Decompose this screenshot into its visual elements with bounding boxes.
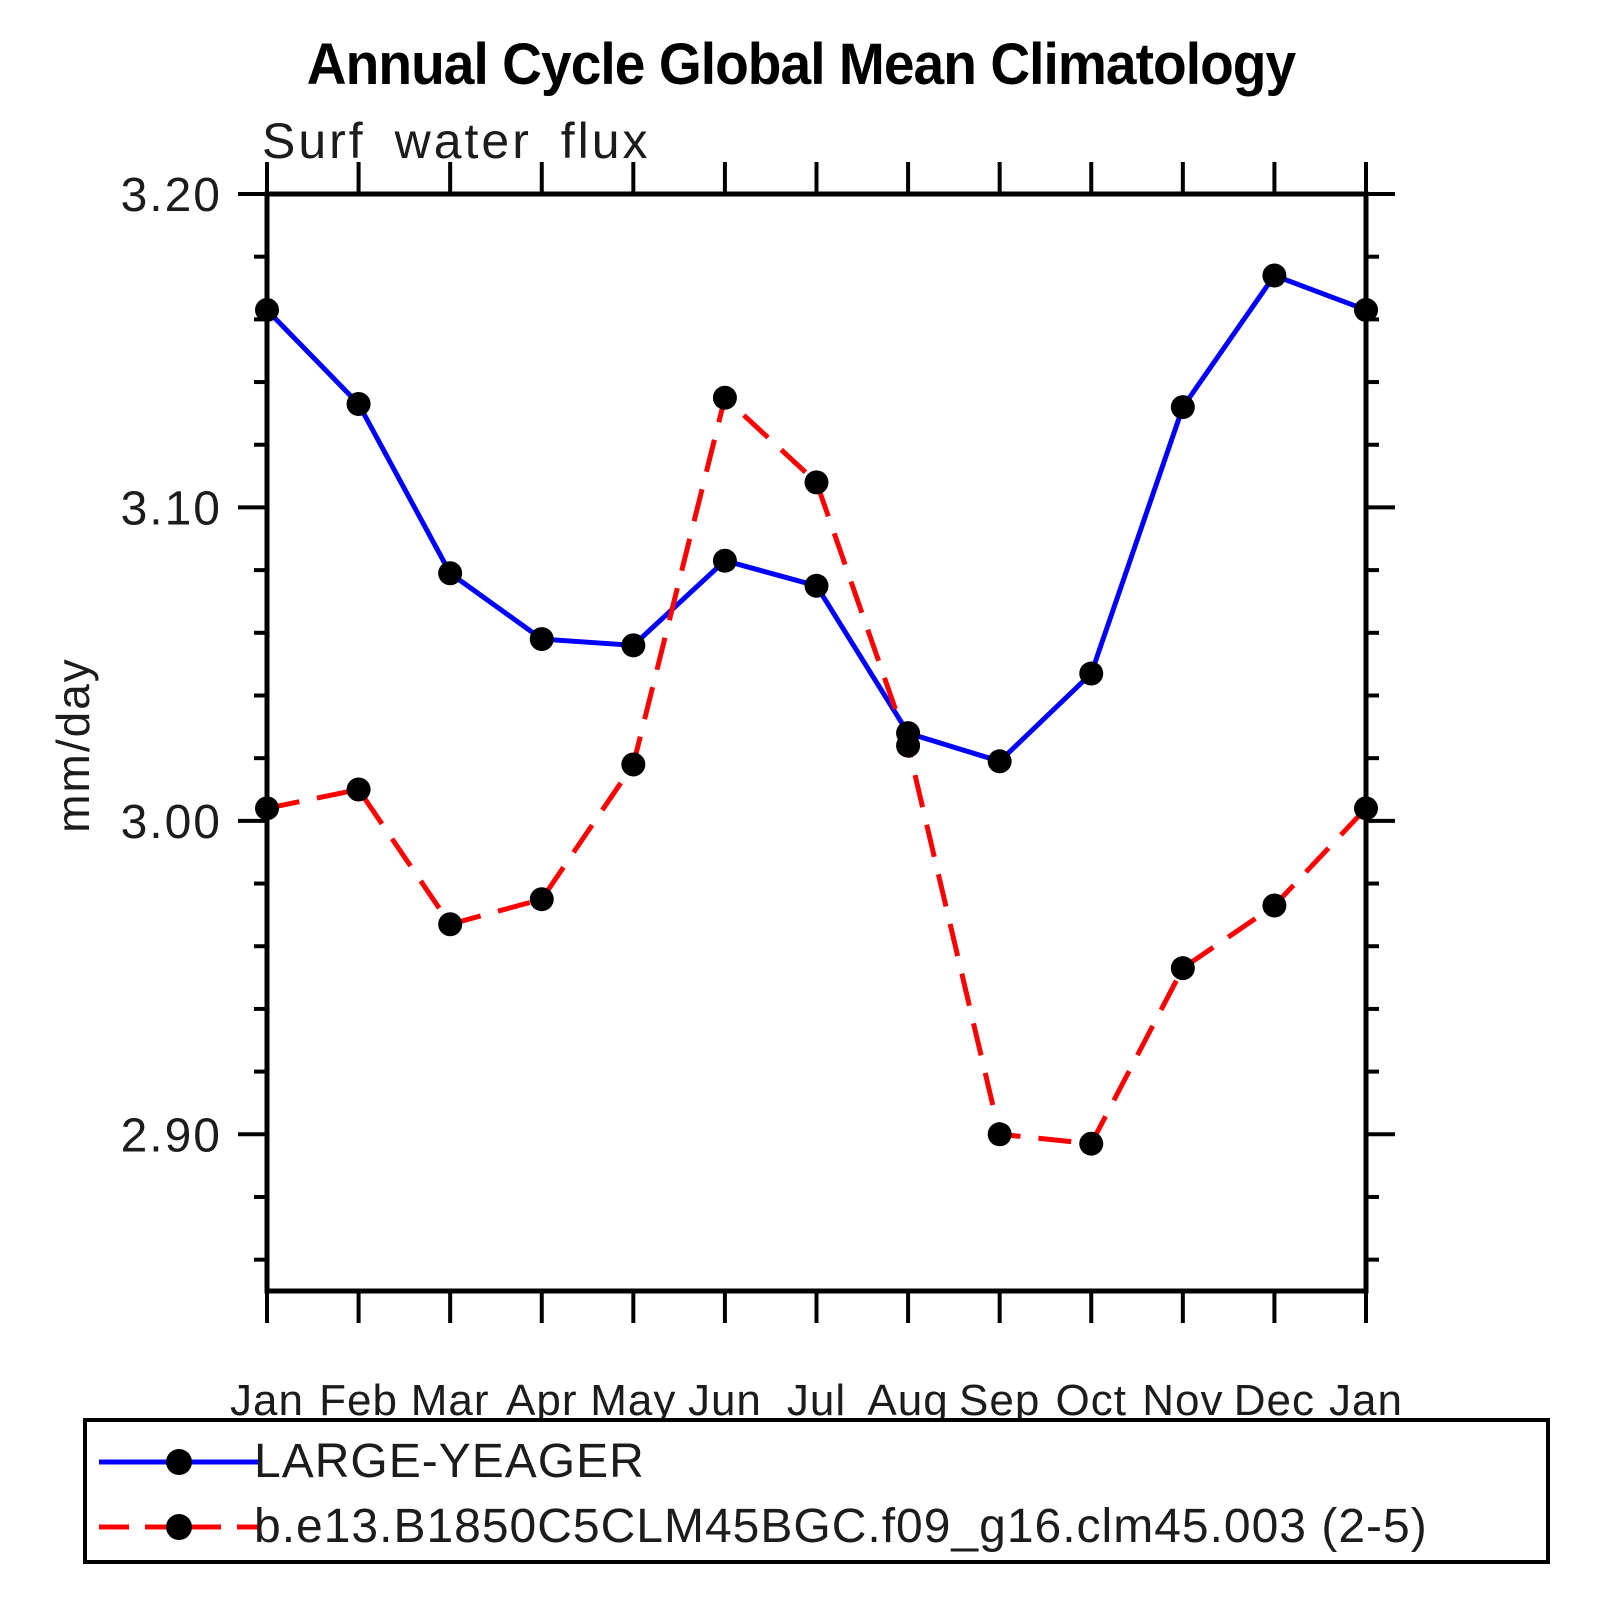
x-tick-label: Aug bbox=[867, 1376, 948, 1425]
series-0-marker bbox=[346, 391, 371, 416]
series-1-marker bbox=[438, 912, 463, 937]
legend-line-solid-swatch bbox=[99, 1449, 259, 1475]
x-tick-label: Feb bbox=[319, 1376, 398, 1425]
x-tick-label: Apr bbox=[506, 1376, 577, 1425]
series-1-marker bbox=[1170, 956, 1195, 981]
series-1-marker bbox=[255, 796, 279, 821]
x-tick-label: Nov bbox=[1142, 1376, 1223, 1425]
legend-marker-dot bbox=[166, 1514, 192, 1540]
series-1-marker bbox=[1079, 1131, 1104, 1156]
x-tick-label: Oct bbox=[1056, 1376, 1127, 1425]
chart-title: Annual Cycle Global Mean Climatology bbox=[306, 32, 1296, 97]
y-tick-label: 3.00 bbox=[121, 796, 222, 849]
y-tick-label: 3.20 bbox=[121, 169, 222, 222]
x-tick-label: Dec bbox=[1234, 1376, 1315, 1425]
plot-frame bbox=[264, 191, 1369, 1294]
series-1-marker bbox=[529, 887, 554, 912]
series-0-marker bbox=[987, 749, 1012, 774]
legend-label: b.e13.B1850C5CLM45BGC.f09_g16.clm45.003 … bbox=[254, 1500, 1428, 1553]
series-0-marker bbox=[621, 633, 646, 658]
series-0-marker bbox=[1079, 661, 1104, 686]
x-tick-label: Jul bbox=[787, 1376, 846, 1425]
series-1-marker bbox=[346, 777, 371, 802]
series-line-1 bbox=[266, 393, 1368, 1147]
chart-subtitle: Surf water flux bbox=[262, 113, 651, 169]
legend-marker-dot bbox=[166, 1449, 192, 1475]
series-0-marker bbox=[438, 561, 463, 586]
series-0-marker bbox=[255, 297, 279, 322]
x-tick-label: Jan bbox=[230, 1376, 304, 1425]
y-tick-label: 2.90 bbox=[121, 1109, 222, 1162]
series-1-marker bbox=[896, 733, 921, 758]
series-1-marker bbox=[1262, 893, 1287, 918]
series-1-marker bbox=[712, 385, 737, 410]
series-0-marker bbox=[1354, 297, 1378, 322]
legend-label: LARGE-YEAGER bbox=[254, 1435, 645, 1488]
y-tick-label: 3.10 bbox=[121, 482, 222, 535]
series-1-marker bbox=[1354, 796, 1378, 821]
series-0-marker bbox=[1170, 395, 1195, 420]
series-1-marker bbox=[804, 470, 829, 495]
x-tick-label: May bbox=[590, 1376, 676, 1425]
series-0-marker bbox=[1262, 263, 1287, 288]
x-tick-label: Jun bbox=[688, 1376, 762, 1425]
x-tick-label: Jan bbox=[1329, 1376, 1403, 1425]
series-1-marker bbox=[987, 1122, 1012, 1147]
legend-line-dashed-swatch bbox=[99, 1514, 259, 1540]
series-0-marker bbox=[804, 573, 829, 598]
series-1-marker bbox=[621, 752, 646, 777]
series-0-marker bbox=[529, 627, 554, 652]
legend-box: LARGE-YEAGER b.e13.B1850C5CLM45BGC.f09_g… bbox=[83, 1418, 1550, 1564]
series-0-marker bbox=[712, 548, 737, 573]
x-tick-label: Sep bbox=[959, 1376, 1040, 1425]
series-line-0 bbox=[265, 272, 1367, 765]
x-tick-label: Mar bbox=[411, 1376, 490, 1425]
